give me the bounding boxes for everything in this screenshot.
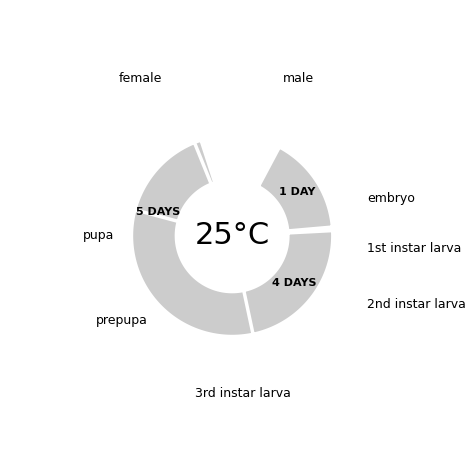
Text: male: male	[283, 72, 314, 85]
Polygon shape	[244, 231, 333, 334]
Text: 5 DAYS: 5 DAYS	[136, 207, 180, 217]
Text: prepupa: prepupa	[95, 314, 147, 327]
Text: 1st instar larva: 1st instar larva	[367, 242, 461, 255]
Text: pupa: pupa	[83, 229, 114, 242]
Text: 4 DAYS: 4 DAYS	[273, 278, 317, 288]
Text: 2nd instar larva: 2nd instar larva	[367, 297, 466, 311]
Polygon shape	[135, 142, 211, 221]
Text: female: female	[119, 72, 162, 85]
Text: 3rd instar larva: 3rd instar larva	[195, 387, 291, 400]
Text: 25°C: 25°C	[194, 221, 270, 250]
Text: embryo: embryo	[367, 191, 415, 205]
Polygon shape	[131, 140, 333, 337]
Text: 1 DAY: 1 DAY	[279, 187, 315, 197]
Polygon shape	[258, 147, 332, 231]
